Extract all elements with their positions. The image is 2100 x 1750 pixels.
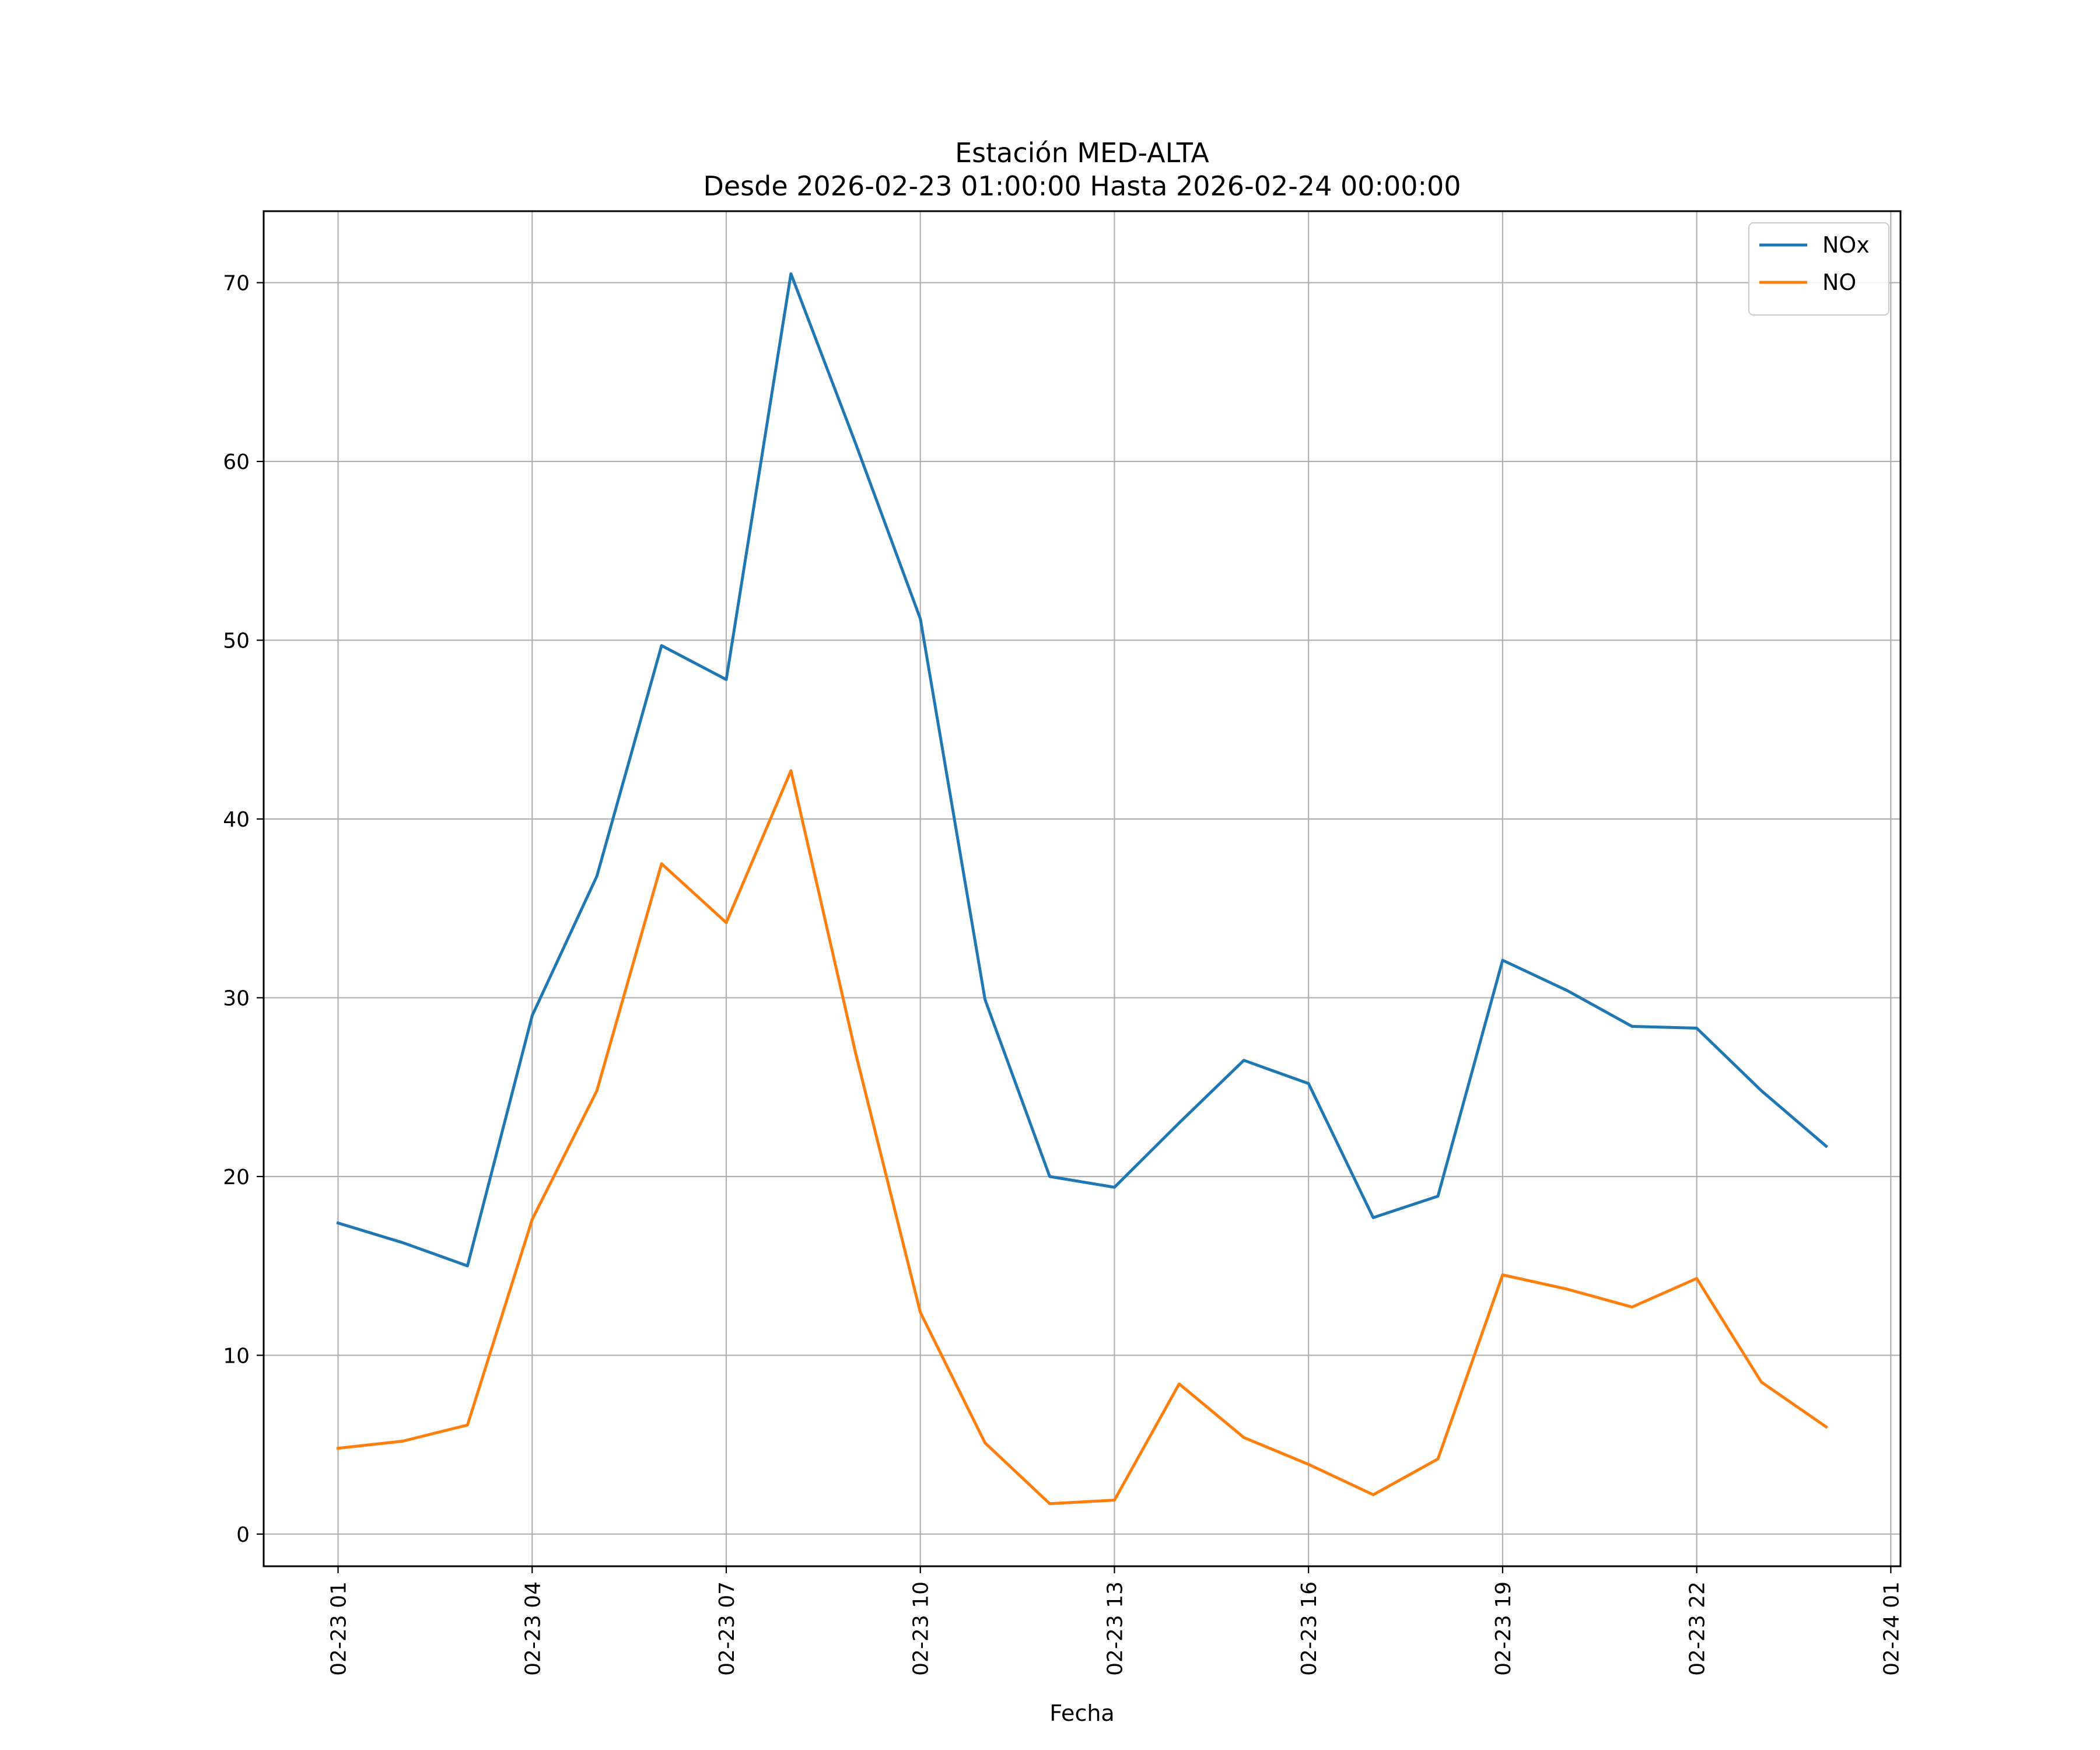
legend-label-nox: NOx xyxy=(1822,232,1870,258)
y-tick-label: 50 xyxy=(223,629,250,653)
chart-subtitle: Desde 2026-02-23 01:00:00 Hasta 2026-02-… xyxy=(703,170,1461,202)
legend: NOx NO xyxy=(1748,222,1889,316)
axes-ticks: 0 10 20 30 40 50 60 70 02-23 01 02-23 04 02-23 07 0… xyxy=(223,272,1903,1676)
series-line-nox xyxy=(336,272,1829,1268)
x-tick-label: 02-23 19 xyxy=(1492,1581,1516,1676)
plot-frame xyxy=(262,210,1902,1567)
x-tick-label: 02-23 10 xyxy=(909,1581,933,1676)
y-tick-label: 0 xyxy=(236,1523,250,1547)
x-tick-label: 02-24 01 xyxy=(1880,1581,1903,1676)
x-tick-label: 02-23 16 xyxy=(1297,1581,1321,1676)
x-tick-label: 02-23 22 xyxy=(1686,1581,1710,1676)
x-axis-label: Fecha xyxy=(1049,1700,1114,1726)
grid xyxy=(264,211,1901,1566)
y-tick-label: 60 xyxy=(223,450,250,474)
y-tick-label: 20 xyxy=(223,1166,250,1189)
x-tick-label: 02-23 04 xyxy=(521,1581,545,1676)
y-tick-label: 10 xyxy=(223,1344,250,1368)
legend-label-no: NO xyxy=(1822,270,1856,295)
x-tick-label: 02-23 07 xyxy=(715,1581,739,1676)
series-line-no xyxy=(336,769,1828,1506)
y-tick-label: 30 xyxy=(223,986,250,1010)
y-tick-label: 70 xyxy=(223,272,250,296)
x-tick-label: 02-23 13 xyxy=(1103,1581,1127,1676)
chart-title: Estación MED-ALTA xyxy=(955,137,1209,169)
y-tick-label: 40 xyxy=(223,808,250,832)
x-tick-label: 02-23 01 xyxy=(327,1581,351,1676)
series-lines xyxy=(336,272,1829,1506)
